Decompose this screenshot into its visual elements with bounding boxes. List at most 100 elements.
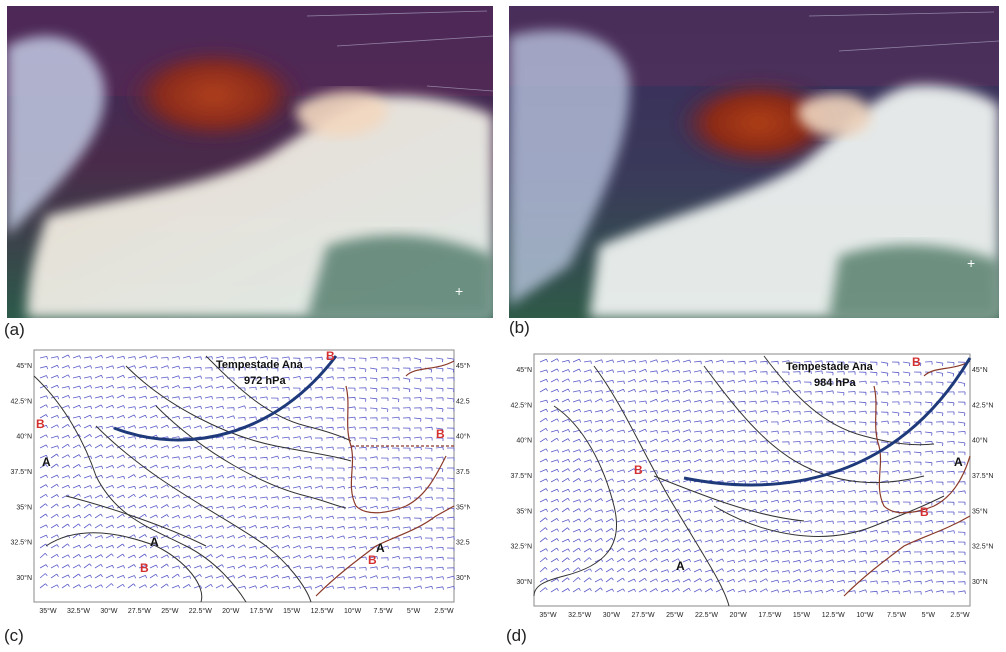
wind-barb-flag [100,564,103,568]
wind-barb [935,561,944,563]
wind-barb [215,525,223,529]
wind-barb [336,586,344,589]
wind-barb [248,585,256,589]
wind-barb-flag [733,480,735,484]
wind-barb [627,538,635,543]
wind-barb [50,463,57,469]
wind-barb [825,430,834,433]
wind-barb-flag [743,538,746,542]
wind-barb-flag [579,449,581,453]
wind-barb-flag [178,356,180,360]
wind-barb [204,583,212,589]
wind-barb [303,555,311,559]
wind-barb [171,365,179,369]
wind-barb-flag [365,486,367,490]
wind-barb-flag [590,379,592,383]
wind-barb [303,586,311,589]
wind-barb-flag [622,577,625,581]
wind-barb [138,575,146,579]
wind-barb [682,578,690,583]
wind-barb-flag [832,579,834,584]
wind-barb-flag [799,590,801,594]
wind-barb [583,390,591,393]
wind-barb-flag [755,450,757,454]
wind-barb-flag [633,468,636,472]
wind-barb-flag [744,440,746,444]
wind-barb [924,470,932,473]
wind-barb [325,515,333,519]
wind-barb-flag [156,396,158,400]
wind-barb [292,475,300,479]
wind-barb-flag [45,414,48,418]
wind-barb-flag [578,557,581,561]
wind-barb [259,386,267,389]
lon-tick-label: 27.5°W [632,611,655,619]
wind-barb [682,468,690,473]
wind-barb [39,573,46,579]
wind-barb-flag [79,545,81,549]
wind-barb [116,484,124,489]
wind-barb-flag [101,375,103,379]
wind-barb-flag [89,513,92,517]
wind-barb [50,503,57,509]
wind-barb [138,385,146,389]
wind-barb [935,450,944,453]
wind-barb-flag [556,547,559,551]
wind-barb [94,584,102,589]
wind-barb [880,589,888,593]
wind-barb [303,485,311,489]
wind-barb [314,506,322,509]
wind-barb-flag [101,396,103,400]
wind-barb [715,588,723,593]
wind-barb-flag [123,575,125,579]
wind-barb [160,554,168,559]
wind-barb [682,429,690,433]
wind-barb [83,554,91,559]
wind-barb [435,506,443,509]
wind-barb [149,444,157,449]
wind-barb-flag [622,558,625,562]
wind-barb [616,469,624,473]
wind-barb-flag [233,496,235,500]
wind-barb-flag [688,587,691,591]
wind-barb [957,590,965,593]
wind-barb-flag [887,490,889,494]
wind-barb-flag [155,564,158,568]
wind-barb [336,506,344,509]
wind-barb-flag [277,574,279,578]
wind-barb-flag [321,584,323,588]
wind-barb [314,535,322,539]
wind-barb [902,561,911,563]
wind-barb [270,574,278,579]
high-marker-c-3: A [376,541,385,555]
wind-barb [638,508,646,513]
wind-barb [649,548,657,553]
wind-barb [836,540,844,543]
wind-barb [737,589,745,593]
wind-barb-flag [579,439,581,443]
wind-barb [259,356,267,359]
wind-barb [913,571,922,573]
wind-barb [594,578,602,583]
wind-barb-flag [123,476,125,480]
lat-tick-label: 30°N [16,574,32,582]
wind-barb [215,495,223,499]
wind-barb-flag [332,535,334,539]
wind-barb-flag [244,476,246,480]
wind-barb [748,479,756,483]
wind-barb [259,496,267,499]
wind-barb-flag [623,409,625,414]
wind-barb-flag [46,366,48,370]
wind-barb-flag [644,478,647,482]
wind-barb [594,498,602,503]
wind-barb [726,450,735,453]
wind-barb [572,468,580,473]
wind-barb [336,566,345,569]
wind-barb [270,545,278,549]
wind-barb-flag [89,574,92,578]
wind-barb-flag [601,449,603,453]
wind-barb-flag [442,576,444,580]
wind-barb-flag [90,376,92,380]
wind-barb [858,431,867,433]
wind-barb-flag [733,469,735,473]
